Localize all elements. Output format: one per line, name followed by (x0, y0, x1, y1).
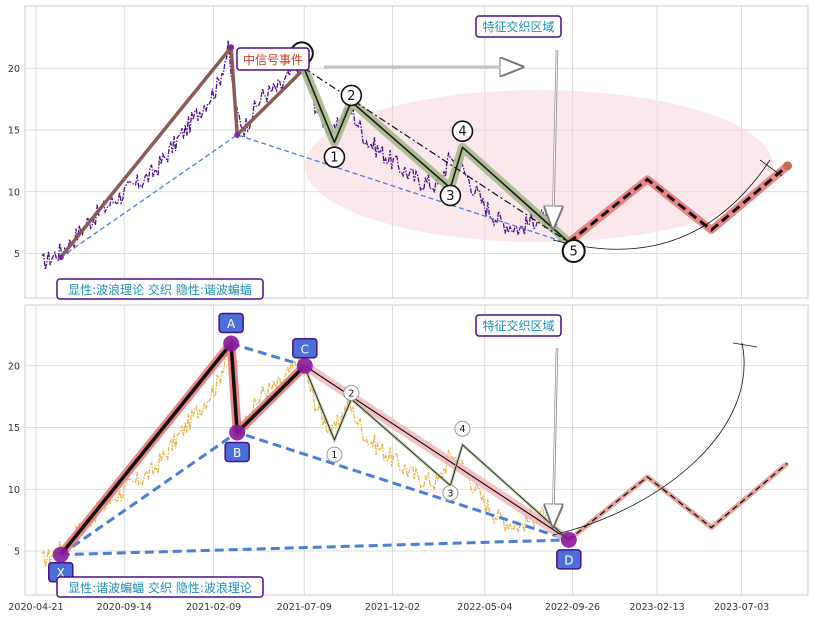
pattern-point-d (560, 531, 577, 548)
y-tick-label: 15 (8, 423, 20, 434)
bottom-wave-circle (326, 446, 343, 463)
pattern-point-a (223, 335, 240, 352)
bottom-wave-label: 1 (331, 450, 337, 461)
top-wave-label: 5 (570, 245, 578, 260)
y-tick-label: 10 (8, 485, 20, 496)
signal-event-box: 中信号事件 (236, 47, 310, 71)
bottom-price-line (41, 338, 558, 568)
bottom-corner-box: 显性:谐波蝙蝠 交织 隐性:波浪理论 (56, 576, 264, 598)
bottom-wave-label: 2 (348, 388, 354, 399)
bottom-wave-line (303, 365, 570, 541)
x-tick-label: 2020-09-14 (97, 602, 152, 613)
top-corner-label: 显性:波浪理论 交织 隐性:谐波蝙蝠 (68, 282, 252, 297)
bottom-panel: 5 10 15 20 1 2 3 4 X A B C D 特征交织区域 显性:谐波蝙蝠 交织 隐性:… (8, 304, 809, 598)
top-wave-circle (323, 146, 346, 168)
bottom-xabc-line (59, 341, 307, 556)
x-tick-label: 2022-09-26 (545, 602, 600, 613)
bottom-forecast-tick (732, 342, 758, 348)
pattern-label-d: D (564, 553, 573, 567)
bottom-pattern-points: X A B C D (48, 312, 582, 583)
pattern-point-b (229, 424, 246, 441)
y-tick-label: 10 (8, 187, 20, 198)
top-wave-circle (340, 84, 363, 107)
top-xabc-brown-line (59, 45, 307, 259)
pattern-label-x: X (57, 566, 65, 580)
top-wave-label: 3 (446, 189, 454, 204)
top-forecast-tick (759, 159, 783, 177)
pattern-label-box (556, 549, 582, 570)
top-point-marker (228, 44, 235, 51)
pattern-label-b: B (233, 446, 241, 460)
top-wave-label: 2 (347, 89, 355, 104)
bottom-wave-circle (454, 420, 471, 437)
top-wave-label: 4 (458, 125, 466, 140)
y-tick-label: 15 (8, 126, 20, 137)
bottom-ac-dashed (230, 342, 306, 368)
bottom-wave-circle (343, 384, 360, 401)
bottom-plot-area (24, 304, 809, 596)
y-tick-label: 5 (14, 249, 20, 260)
top-series (59, 45, 791, 259)
bottom-corner-label: 显性:谐波蝙蝠 交织 隐性:波浪理论 (68, 580, 252, 595)
top-point-marker (234, 131, 241, 138)
bottom-xd-dashed (60, 538, 569, 557)
x-tick-label: 2020-04-21 (8, 602, 63, 613)
bottom-vertical-arrow-inner (552, 347, 558, 521)
top-wave-circle (561, 239, 586, 264)
pattern-label-box (292, 338, 318, 359)
top-vertical-arrow-inner (552, 49, 558, 223)
top-price-line (41, 40, 558, 270)
feature-zone-ellipse (305, 90, 773, 242)
x-axis-ticks: 2020-04-21 2020-09-14 2021-02-09 2021-07-09… (8, 602, 769, 613)
pattern-point-x (52, 546, 69, 563)
signal-event-label: 中信号事件 (243, 52, 303, 67)
x-tick-label: 2021-07-09 (277, 602, 332, 613)
x-tick-label: 2021-02-09 (186, 602, 241, 613)
bottom-zone-label: 特征交织区域 (482, 318, 554, 333)
x-tick-label: 2022-05-04 (457, 602, 512, 613)
top-wave-label: 1 (330, 151, 338, 166)
bottom-zone-box: 特征交织区域 (475, 314, 562, 337)
pattern-label-box (224, 441, 250, 463)
pattern-label-c: C (301, 342, 309, 356)
top-y-ticks: 5 10 15 20 (8, 64, 20, 260)
x-tick-label: 2023-07-03 (714, 602, 769, 613)
top-wave-circle (439, 184, 462, 207)
bottom-forecast-curve (552, 342, 745, 536)
y-tick-label: 20 (8, 361, 20, 372)
bottom-wave-circle (442, 484, 459, 501)
top-projection-dashed (567, 164, 789, 244)
bottom-grid (25, 305, 808, 595)
y-tick-label: 20 (8, 64, 20, 75)
top-point-marker (783, 161, 793, 171)
top-wave-line (303, 67, 570, 243)
bottom-wave-label: 4 (459, 424, 465, 435)
top-wave-circle (451, 120, 474, 143)
top-corner-box: 显性:波浪理论 交织 隐性:谐波蝙蝠 (56, 278, 264, 300)
bottom-wave-label: 3 (447, 488, 453, 499)
y-tick-label: 5 (14, 547, 20, 558)
top-zone-label: 特征交织区域 (482, 19, 554, 34)
top-point-marker (57, 254, 64, 261)
pattern-label-a: A (227, 317, 236, 331)
top-markers (57, 44, 793, 261)
top-zone-box: 特征交织区域 (475, 15, 562, 38)
x-tick-label: 2023-02-13 (629, 602, 684, 613)
pattern-label-box (218, 312, 244, 334)
x-tick-label: 2021-12-02 (365, 602, 420, 613)
pattern-point-c (296, 357, 313, 374)
bottom-wave-labels: 1 2 3 4 (326, 384, 471, 501)
bottom-projection-dashed (568, 462, 788, 541)
bottom-y-ticks: 5 10 15 20 (8, 361, 20, 557)
